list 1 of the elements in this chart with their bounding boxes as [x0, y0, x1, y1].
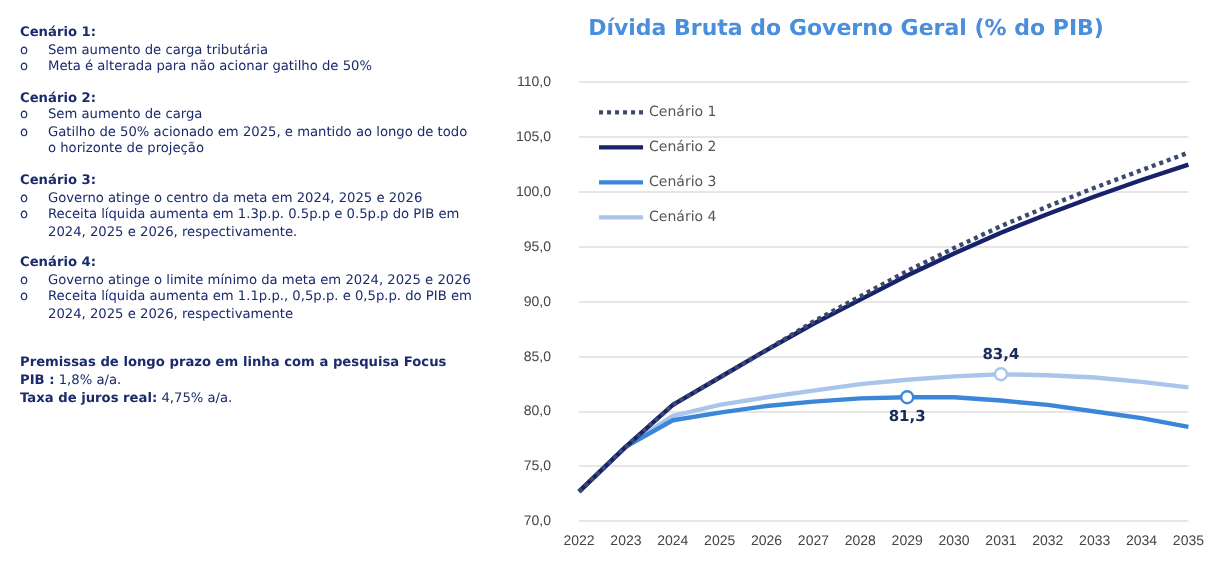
chart-title: Dívida Bruta do Governo Geral (% do PIB)	[588, 14, 1104, 41]
